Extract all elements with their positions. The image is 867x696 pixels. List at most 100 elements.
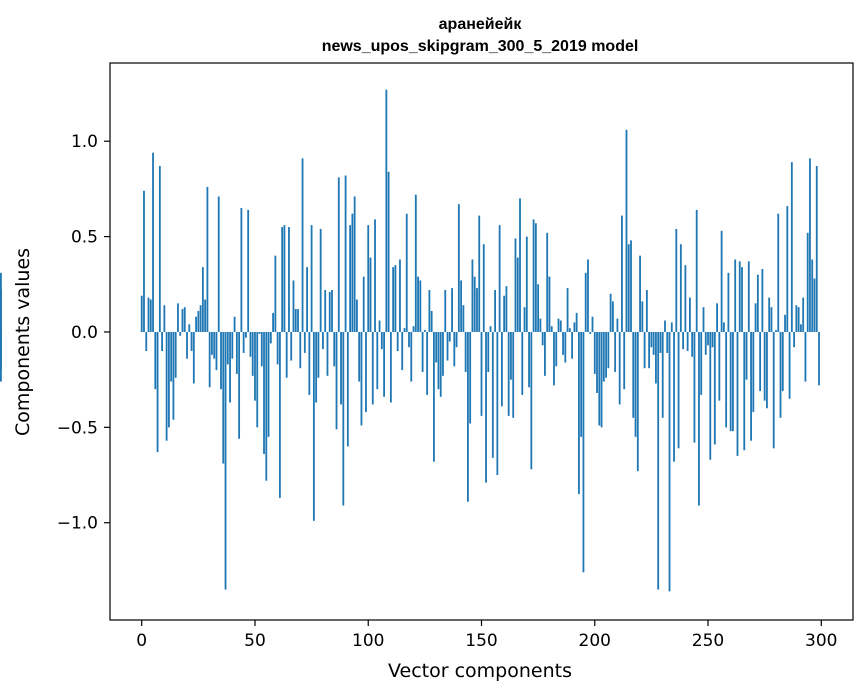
bar [471,259,474,332]
bar [457,204,460,332]
y-tick-label: 1.0 [71,132,98,152]
bar [272,312,274,332]
bar [222,331,225,464]
bar [741,267,743,332]
bar [494,290,496,332]
bar [240,207,243,332]
bar [756,274,759,332]
bar [412,326,415,332]
bar [478,215,481,332]
bar [790,162,793,332]
bar [725,331,728,428]
bar [587,259,589,332]
bar [374,219,376,332]
bar [811,259,814,332]
bar [324,290,327,332]
bar [165,331,168,441]
bar [505,286,508,332]
bar [689,297,691,332]
bar [686,331,689,352]
bar [605,331,607,378]
bar [410,331,413,382]
bar [578,331,580,495]
bar [161,331,163,352]
bar [383,331,385,397]
chart-subtitle: news_upos_skipgram_300_5_2019 model [322,38,639,55]
bar [303,331,306,353]
bar [734,259,737,332]
bar [684,265,687,332]
bar [158,166,161,332]
bar [722,322,725,332]
bar [444,290,447,332]
bar [788,331,791,399]
bar [310,225,313,332]
bar [317,331,320,378]
bar [220,331,222,390]
bar [713,331,716,445]
bar [152,152,154,332]
bar [358,331,361,382]
y-axis-label: Components values [12,248,34,436]
bar [344,175,347,332]
bar [337,177,340,332]
bar [476,288,478,332]
y-tick-label: 0.0 [71,323,98,343]
y-tick-label: 0.5 [71,228,98,248]
bar [285,331,288,378]
bar [0,331,2,365]
bar [491,331,494,458]
bar [675,228,678,332]
bar [580,331,583,437]
bar [147,297,150,332]
bar [256,331,259,428]
bar [408,331,410,348]
bar [312,331,315,521]
bar [149,299,152,332]
bar [213,331,216,359]
bar [559,320,562,332]
bar [403,328,406,332]
bar [206,186,209,332]
bar [145,331,148,352]
bar [369,257,372,332]
bar [251,331,254,376]
bar [759,331,762,392]
bar [315,331,318,403]
bar [503,295,506,332]
bar [611,301,614,332]
bar [532,219,535,332]
bar [809,158,811,332]
bar [516,257,519,332]
bar [786,206,789,332]
bar [183,307,186,332]
bar [226,331,229,365]
bar [328,291,331,332]
bar [736,331,739,456]
bar [546,232,549,332]
bar [333,331,336,367]
bar [498,225,501,332]
bar [548,276,551,332]
bar [392,267,395,332]
bar [512,331,515,418]
bar [464,331,467,373]
bar [167,331,170,428]
bar [433,331,435,462]
bar [260,331,263,367]
bar [190,331,193,352]
bar [170,331,173,382]
bar [215,331,218,371]
bar [288,227,290,332]
bar [627,244,630,332]
bar [423,330,426,332]
bar [421,331,424,373]
bar [525,236,528,332]
bar [224,331,227,590]
bar [530,331,533,470]
bar [523,307,526,332]
bar [242,331,245,353]
bar [290,331,293,361]
x-tick-label: 150 [465,631,497,651]
